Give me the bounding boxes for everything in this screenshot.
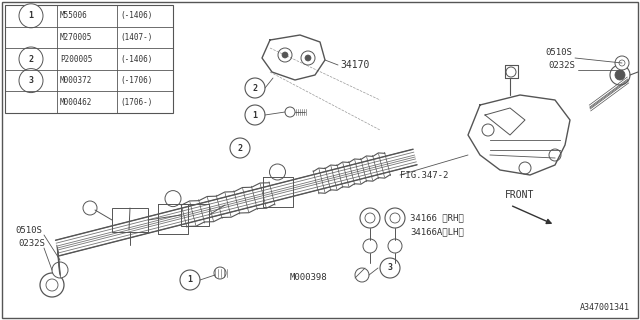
Text: 0232S: 0232S (18, 238, 45, 247)
Text: 3: 3 (29, 76, 33, 85)
Text: 0510S: 0510S (15, 226, 42, 235)
Bar (181, 204, 209, 226)
Text: FRONT: FRONT (505, 190, 534, 200)
Bar (5, 5, 173, 113)
Text: 1: 1 (29, 11, 33, 20)
Circle shape (363, 239, 377, 253)
Text: 2: 2 (29, 54, 33, 63)
Text: 0232S: 0232S (548, 60, 575, 69)
Circle shape (610, 65, 630, 85)
Circle shape (506, 67, 516, 77)
Text: P200005: P200005 (60, 54, 92, 63)
Circle shape (19, 47, 43, 71)
Text: 0510S: 0510S (545, 47, 572, 57)
Text: FIG.347-2: FIG.347-2 (400, 171, 449, 180)
Text: M000462: M000462 (60, 98, 92, 107)
Text: 3: 3 (387, 263, 392, 273)
Text: 2: 2 (253, 84, 257, 92)
Circle shape (365, 213, 375, 223)
Circle shape (214, 267, 226, 279)
Text: (1407-): (1407-) (120, 33, 152, 42)
Circle shape (619, 60, 625, 66)
Circle shape (83, 201, 97, 215)
Text: (1706-): (1706-) (120, 98, 152, 107)
Text: 1: 1 (253, 110, 257, 119)
Circle shape (388, 239, 402, 253)
Circle shape (19, 68, 43, 92)
Text: M55006: M55006 (60, 11, 88, 20)
Circle shape (245, 78, 265, 98)
Bar (112, 208, 148, 232)
Text: (-1706): (-1706) (120, 76, 152, 85)
Circle shape (360, 208, 380, 228)
Circle shape (390, 213, 400, 223)
Circle shape (305, 55, 311, 61)
Text: (-1406): (-1406) (120, 54, 152, 63)
Circle shape (615, 70, 625, 80)
Text: (-1406): (-1406) (120, 11, 152, 20)
Circle shape (19, 4, 43, 28)
Text: 34170: 34170 (340, 60, 369, 70)
Circle shape (282, 52, 288, 58)
Circle shape (285, 107, 295, 117)
Text: M000372: M000372 (60, 76, 92, 85)
Circle shape (269, 164, 285, 180)
Text: 34166 〈RH〉: 34166 〈RH〉 (410, 213, 464, 222)
Circle shape (380, 258, 400, 278)
Circle shape (301, 51, 315, 65)
Circle shape (482, 124, 494, 136)
Text: M000398: M000398 (290, 274, 328, 283)
Circle shape (180, 270, 200, 290)
Text: 34166A〈LH〉: 34166A〈LH〉 (410, 228, 464, 236)
Circle shape (165, 191, 181, 207)
Circle shape (615, 56, 629, 70)
Text: 1: 1 (188, 276, 193, 284)
Circle shape (355, 268, 369, 282)
Circle shape (519, 162, 531, 174)
Circle shape (549, 149, 561, 161)
Text: A347001341: A347001341 (580, 303, 630, 312)
Circle shape (245, 105, 265, 125)
Circle shape (278, 48, 292, 62)
Circle shape (40, 273, 64, 297)
Circle shape (46, 279, 58, 291)
Circle shape (52, 262, 68, 278)
Text: 2: 2 (237, 143, 243, 153)
Circle shape (385, 208, 405, 228)
Text: M270005: M270005 (60, 33, 92, 42)
Circle shape (230, 138, 250, 158)
